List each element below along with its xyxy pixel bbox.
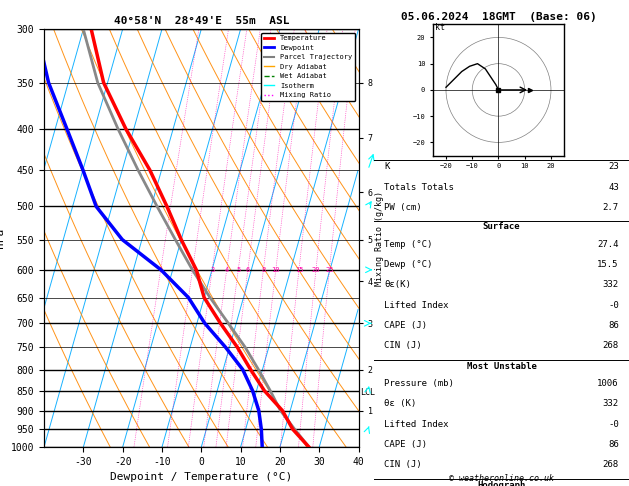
Text: 3: 3: [210, 267, 214, 273]
Text: 20: 20: [312, 267, 320, 273]
Text: 27.4: 27.4: [598, 240, 619, 248]
Text: θε(K): θε(K): [384, 280, 411, 289]
Title: 40°58'N  28°49'E  55m  ASL: 40°58'N 28°49'E 55m ASL: [113, 16, 289, 26]
Text: Most Unstable: Most Unstable: [467, 362, 537, 370]
Text: 05.06.2024  18GMT  (Base: 06): 05.06.2024 18GMT (Base: 06): [401, 12, 597, 22]
Y-axis label: hPa: hPa: [0, 228, 5, 248]
Text: CIN (J): CIN (J): [384, 341, 422, 350]
Text: 1006: 1006: [598, 379, 619, 388]
Text: 332: 332: [603, 280, 619, 289]
Text: © weatheronline.co.uk: © weatheronline.co.uk: [449, 474, 554, 483]
Text: 43: 43: [608, 183, 619, 191]
Text: PW (cm): PW (cm): [384, 203, 422, 212]
Text: 25: 25: [325, 267, 334, 273]
Text: 15.5: 15.5: [598, 260, 619, 269]
Text: 10: 10: [272, 267, 280, 273]
Text: 23: 23: [608, 162, 619, 171]
Text: Dewp (°C): Dewp (°C): [384, 260, 433, 269]
Text: 1: 1: [159, 267, 163, 273]
Text: Temp (°C): Temp (°C): [384, 240, 433, 248]
Text: Lifted Index: Lifted Index: [384, 419, 449, 429]
Text: -0: -0: [608, 300, 619, 310]
Text: 86: 86: [608, 440, 619, 449]
Text: 6: 6: [246, 267, 250, 273]
Text: 4: 4: [225, 267, 229, 273]
Y-axis label: Mixing Ratio (g/kg): Mixing Ratio (g/kg): [376, 191, 384, 286]
Text: 86: 86: [608, 321, 619, 330]
Text: 2: 2: [191, 267, 194, 273]
Text: Totals Totals: Totals Totals: [384, 183, 454, 191]
Text: 5: 5: [236, 267, 240, 273]
Text: 268: 268: [603, 341, 619, 350]
Text: CIN (J): CIN (J): [384, 460, 422, 469]
Text: Lifted Index: Lifted Index: [384, 300, 449, 310]
Text: kt: kt: [435, 22, 445, 32]
Text: 15: 15: [295, 267, 303, 273]
Text: 8: 8: [261, 267, 265, 273]
Text: Hodograph: Hodograph: [477, 481, 526, 486]
Text: Surface: Surface: [483, 222, 520, 231]
Text: 2.7: 2.7: [603, 203, 619, 212]
Text: Pressure (mb): Pressure (mb): [384, 379, 454, 388]
Text: CAPE (J): CAPE (J): [384, 440, 428, 449]
Text: 268: 268: [603, 460, 619, 469]
Legend: Temperature, Dewpoint, Parcel Trajectory, Dry Adiabat, Wet Adiabat, Isotherm, Mi: Temperature, Dewpoint, Parcel Trajectory…: [261, 33, 355, 101]
Text: 332: 332: [603, 399, 619, 408]
X-axis label: Dewpoint / Temperature (°C): Dewpoint / Temperature (°C): [110, 472, 292, 483]
Text: θε (K): θε (K): [384, 399, 416, 408]
Text: -0: -0: [608, 419, 619, 429]
Text: K: K: [384, 162, 390, 171]
Text: CAPE (J): CAPE (J): [384, 321, 428, 330]
Text: LCL: LCL: [360, 388, 375, 397]
